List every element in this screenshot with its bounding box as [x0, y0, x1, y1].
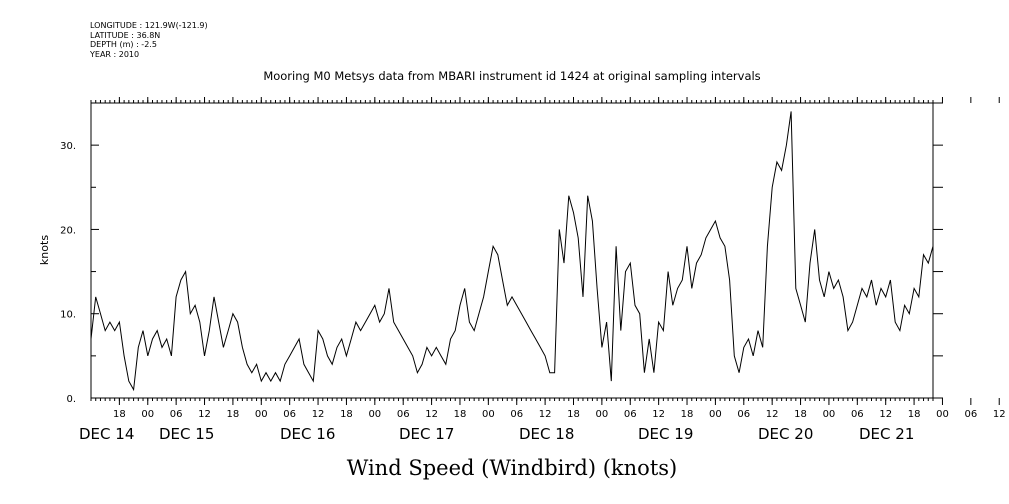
hour-tick-label: 12	[993, 409, 1006, 420]
hour-tick-label: 12	[312, 409, 325, 420]
hour-tick-label: 00	[823, 409, 836, 420]
hour-tick-label: 00	[596, 409, 609, 420]
day-label: DEC 14	[79, 425, 134, 443]
hour-tick-label: 18	[340, 409, 353, 420]
depth-text: DEPTH (m) : -2.5	[90, 40, 157, 49]
chart-title: Mooring M0 Metsys data from MBARI instru…	[263, 69, 760, 83]
wind-speed-line	[90, 111, 934, 392]
hour-tick-label: 12	[766, 409, 779, 420]
hour-tick-label: 06	[397, 409, 410, 420]
hour-tick-label: 12	[879, 409, 892, 420]
hour-tick-label: 18	[567, 409, 580, 420]
longitude-text: LONGITUDE : 121.9W(-121.9)	[90, 21, 208, 30]
hour-tick-label: 12	[198, 409, 211, 420]
day-label: DEC 17	[399, 425, 454, 443]
hour-tick-label: 18	[794, 409, 807, 420]
hour-tick-label: 00	[936, 409, 949, 420]
day-label: DEC 18	[519, 425, 574, 443]
year-text: YEAR : 2010	[90, 49, 140, 59]
hour-tick-label: 06	[170, 409, 183, 420]
y-tick-label: 10.	[60, 310, 76, 321]
hour-tick-label: 06	[624, 409, 637, 420]
hour-tick-label: 00	[482, 409, 495, 420]
day-label: DEC 19	[638, 425, 693, 443]
plot-area	[90, 111, 934, 392]
y-tick-label: 0.	[66, 394, 76, 405]
hour-tick-label: 06	[737, 409, 750, 420]
y-tick-label: 20.	[60, 225, 76, 236]
y-tick-label: 30.	[60, 141, 76, 152]
hour-tick-label: 18	[454, 409, 467, 420]
latitude-text: LATITUDE : 36.8N	[90, 30, 161, 40]
axes-group: 18 00 06 12 18 00 06 12 18 00 06 12 18 00 06 12 18 00 06 12…	[60, 97, 1006, 443]
day-label: DEC 15	[159, 425, 214, 443]
day-label: DEC 20	[758, 425, 813, 443]
hour-tick-label: 06	[283, 409, 296, 420]
hour-tick-label: 18	[908, 409, 921, 420]
hour-tick-label: 00	[368, 409, 381, 420]
hour-tick-label: 18	[227, 409, 240, 420]
hour-tick-label: 12	[652, 409, 665, 420]
day-label: DEC 16	[280, 425, 335, 443]
metadata-block: LONGITUDE : 121.9W(-121.9) LATITUDE : 36…	[90, 21, 208, 59]
hour-tick-label: 00	[709, 409, 722, 420]
hour-tick-label: 12	[425, 409, 438, 420]
day-label: DEC 21	[859, 425, 914, 443]
plot-frame	[90, 102, 934, 399]
hour-tick-label: 18	[681, 409, 694, 420]
hour-tick-label: 06	[851, 409, 864, 420]
hour-tick-label: 00	[141, 409, 154, 420]
x-axis-label: Wind Speed (Windbird) (knots)	[347, 456, 677, 480]
hour-tick-label: 00	[255, 409, 268, 420]
hour-tick-label: 06	[964, 409, 977, 420]
hour-tick-label: 18	[113, 409, 126, 420]
hour-tick-label: 06	[510, 409, 523, 420]
y-axis-label: knots	[38, 235, 51, 265]
hour-tick-label: 12	[539, 409, 552, 420]
